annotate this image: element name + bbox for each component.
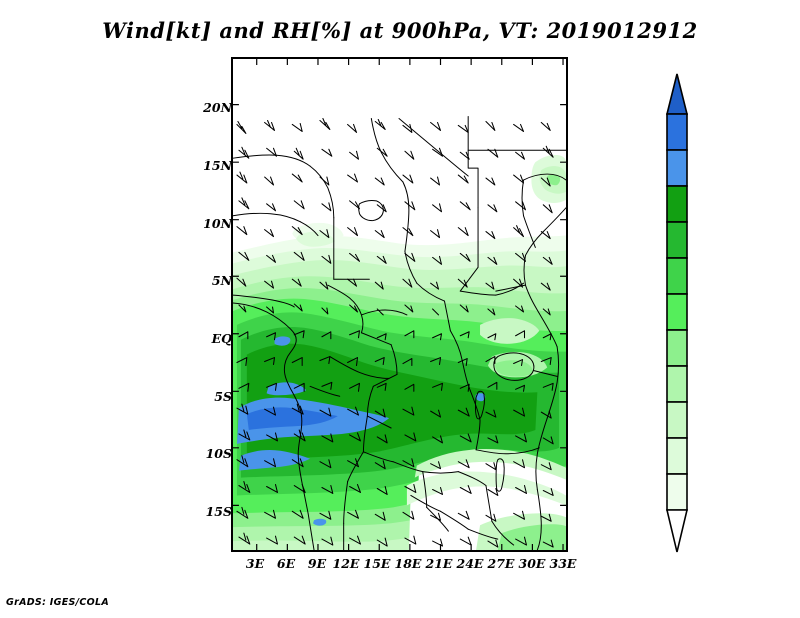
y-tick-label-15N: 15N — [203, 158, 232, 173]
colorbar-band-90-92 — [666, 221, 688, 259]
colorbar-band-60-70 — [666, 401, 688, 439]
x-tick-label-27E: 27E — [487, 556, 515, 571]
wind-barbs-layer — [236, 117, 554, 548]
y-tick-label-10N: 10N — [203, 216, 232, 231]
colorbar-band-92-95 — [666, 185, 688, 223]
x-tick-label-21E: 21E — [425, 556, 453, 571]
colorbar-band-70-75 — [666, 365, 688, 403]
x-tick-label-18E: 18E — [394, 556, 422, 571]
y-tick-label-EQ: EQ — [211, 331, 232, 346]
rh-ne-patch — [531, 154, 566, 203]
colorbar-svg — [665, 73, 689, 553]
colorbar-band-85-90 — [666, 257, 688, 295]
x-tick-label-33E: 33E — [549, 556, 577, 571]
page-title: Wind[kt] and RH[%] at 900hPa, VT: 201901… — [102, 18, 698, 43]
axis-ticks — [233, 59, 566, 550]
x-tick-label-30E: 30E — [518, 556, 546, 571]
colorbar-band-97-99 — [666, 113, 688, 151]
map-plot-area[interactable] — [231, 57, 568, 552]
x-tick-label-12E: 12E — [332, 556, 360, 571]
y-tick-label-15S: 15S — [205, 504, 232, 519]
x-tick-label-6E: 6E — [276, 556, 296, 571]
colorbar-band-95-97 — [666, 149, 688, 187]
x-tick-label-15E: 15E — [363, 556, 391, 571]
colorbar-band-40-50 — [666, 473, 688, 511]
y-tick-label-20N: 20N — [203, 100, 232, 115]
y-tick-label-5N: 5N — [211, 273, 232, 288]
colorbar-top-arrow — [665, 73, 689, 115]
map-canvas — [233, 59, 566, 550]
rh-west-fringe — [292, 222, 344, 247]
colorbar-band-80-85 — [666, 293, 688, 331]
x-tick-label-24E: 24E — [456, 556, 484, 571]
colorbar[interactable]: 99 97 95 92 90 85 80 75 70 60 50 40 — [660, 62, 750, 562]
grads-credit: GrADS: IGES/COLA — [6, 597, 110, 608]
colorbar-band-75-80 — [666, 329, 688, 367]
x-tick-label-9E: 9E — [307, 556, 327, 571]
colorbar-bottom-arrow — [665, 509, 689, 553]
x-tick-label-3E: 3E — [245, 556, 265, 571]
y-tick-label-5S: 5S — [214, 389, 232, 404]
colorbar-band-50-60 — [666, 437, 688, 475]
map-svg — [233, 59, 566, 550]
map-borders-layer — [233, 116, 566, 550]
y-tick-label-10S: 10S — [205, 446, 232, 461]
